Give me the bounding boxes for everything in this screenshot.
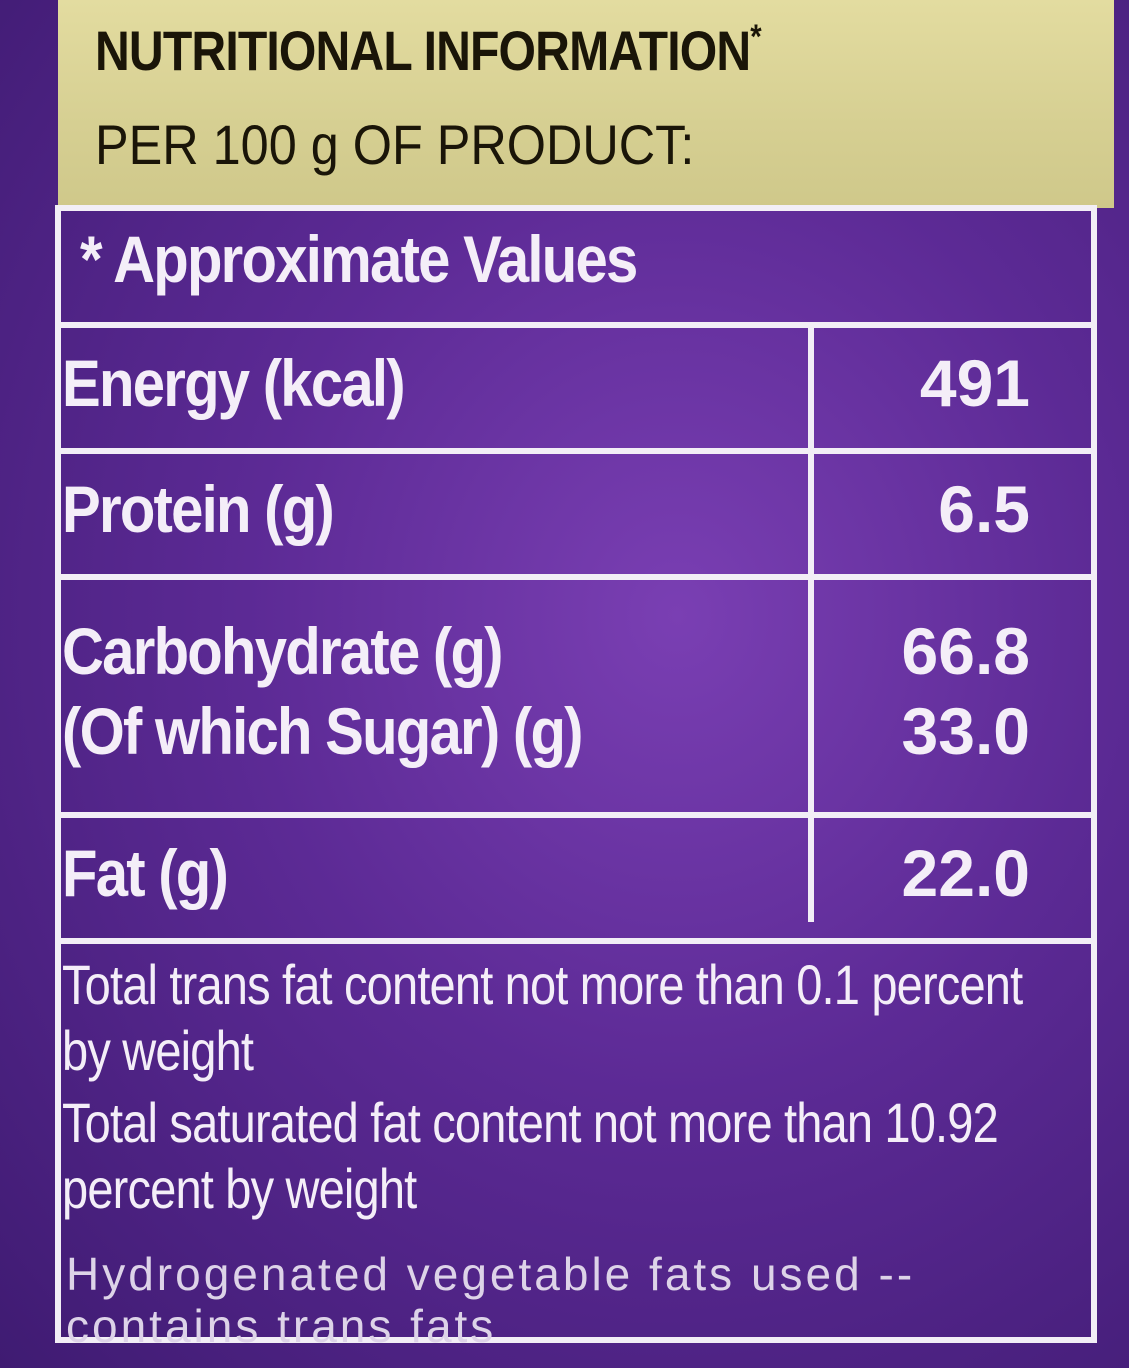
nutrient-value: 491 [919, 346, 1030, 420]
nutrient-value: 33.0 [901, 694, 1030, 768]
subtitle: PER 100 g OF PRODUCT: [95, 113, 695, 176]
rule [55, 574, 1097, 580]
rule [55, 938, 1097, 944]
nutrient-label: (Of which Sugar) (g) [62, 694, 583, 768]
nutrient-value: 66.8 [901, 614, 1030, 688]
note: Total trans fat content not more than 0.… [62, 953, 1023, 1082]
rule [55, 205, 1097, 211]
title-text: NUTRITIONAL INFORMATION [95, 19, 751, 82]
rule [55, 448, 1097, 454]
nutrient-label: Protein (g) [62, 472, 335, 546]
rule [55, 322, 1097, 328]
nutrient-label: Carbohydrate (g) [62, 614, 504, 688]
nutrient-label: Fat (g) [62, 836, 229, 910]
caption: * Approximate Values [80, 222, 638, 296]
nutrient-label: Energy (kcal) [62, 346, 406, 420]
title: NUTRITIONAL INFORMATION* [95, 18, 762, 83]
note: Total saturated fat content not more tha… [62, 1091, 999, 1220]
nutrient-value: 22.0 [901, 836, 1030, 910]
column-divider [808, 322, 814, 922]
header-panel [58, 0, 1114, 208]
rule [55, 812, 1097, 818]
table-frame [55, 208, 1097, 1343]
nutrient-value: 6.5 [938, 472, 1030, 546]
title-mark: * [750, 18, 761, 56]
warning: Hydrogenated vegetable fats used -- cont… [66, 1248, 916, 1352]
